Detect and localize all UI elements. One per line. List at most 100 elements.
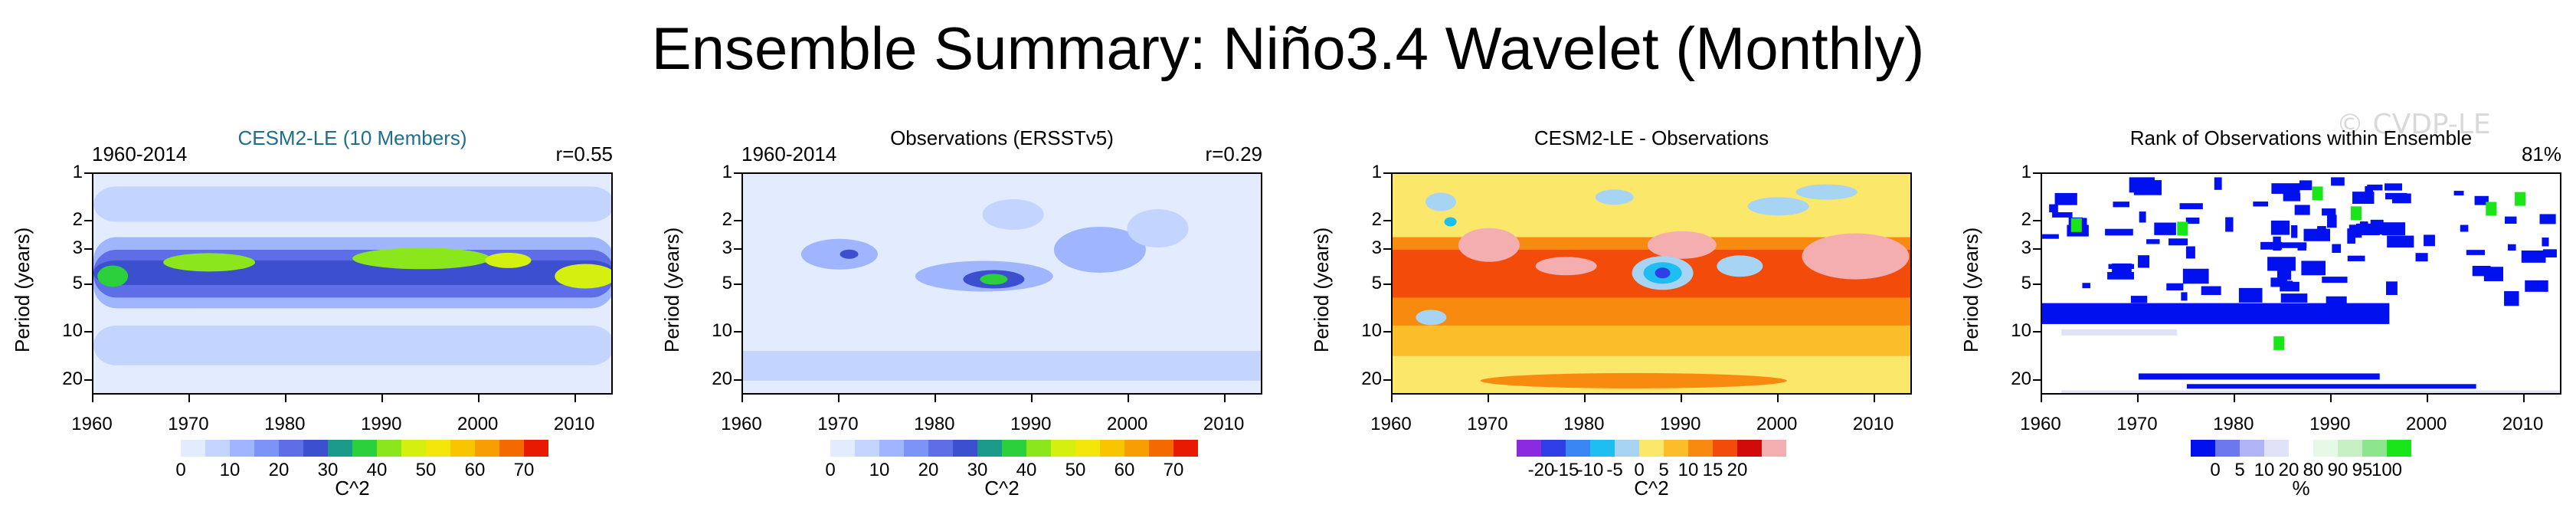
y-tick-mark [734,331,741,333]
y-tick-mark [84,172,92,174]
rank-cell [2525,280,2548,292]
x-tick-mark [284,395,286,402]
colorbar-swatch [524,440,548,457]
colorbar-label: 10 [869,460,890,480]
panel-stat-label: r=0.29 [1205,143,1262,165]
rank-cell [2154,222,2176,235]
rank-cell [2359,221,2368,228]
y-tick-label: 5 [72,273,83,293]
colorbar-label: 70 [513,460,535,480]
x-tick-mark [2041,395,2042,402]
rank-cell [2168,238,2188,246]
rank-cell [2146,239,2160,244]
colorbar-swatch [1713,440,1737,457]
rank-cell [2112,263,2132,279]
panel-title: CESM2-LE (10 Members) [237,126,467,149]
colorbar-label: -5 [1606,460,1623,480]
rank-cell [2070,218,2082,232]
rank-cell [2508,244,2516,251]
rank-cell [2486,202,2497,216]
x-tick-mark [1873,395,1875,402]
colorbar-unit: C^2 [335,477,370,500]
x-tick-label: 2000 [2406,414,2447,434]
colorbar-swatch [2191,440,2215,457]
x-tick-label: 1980 [2213,414,2254,434]
rank-cell [2505,216,2517,224]
rank-cell [2415,253,2428,262]
colorbar-label: 0 [1634,460,1645,480]
rank-cell [2521,250,2546,263]
rank-cell [2177,221,2188,236]
colorbar-swatch [1664,440,1688,457]
rank-cell [2181,292,2188,301]
colorbar-unit: C^2 [1634,477,1669,500]
rank-cell [2504,291,2519,306]
rank-cell [2139,211,2146,223]
colorbar-swatch [1541,440,1566,457]
y-tick-label: 5 [2021,273,2031,293]
power-peak [97,265,129,287]
colorbar-swatch [401,440,426,457]
colorbar-swatch [2240,440,2264,457]
y-tick-label: 20 [712,368,732,389]
rank-cell [2105,228,2133,236]
panel-title: Rank of Observations within Ensemble [2129,126,2473,149]
y-axis-label: Period (years) [1310,227,1333,352]
watermark: © CVDP-LE [2336,109,2491,140]
x-tick-label: 1990 [2309,414,2351,434]
chart-panel-2: Observations (ERSSTv5) 1960-2014 r=0.29 Per… [650,0,1293,521]
rank-cell [2294,205,2310,215]
heatmap-plot [741,172,1262,395]
x-tick-label: 1960 [721,414,762,434]
x-tick-mark [2136,395,2139,402]
y-tick-label: 20 [62,368,83,389]
x-tick-mark [92,395,93,402]
y-tick-mark [2033,378,2041,381]
difference-contour [1802,233,1910,280]
colorbar-swatch [1639,440,1664,457]
rank-cell [2466,250,2486,255]
colorbar-swatch [1051,440,1075,457]
rank-cell [2061,390,2560,393]
x-tick-mark [1223,395,1226,402]
colorbar-swatch [1762,440,1786,457]
rank-cell [2370,219,2384,235]
y-tick-label: 2 [722,209,732,231]
colorbar-swatch [855,440,879,457]
rank-cell [2483,267,2503,282]
colorbar-swatch [499,440,524,457]
x-tick-label: 1990 [1010,414,1052,434]
rank-cell [2350,206,2362,221]
colorbar-swatch [181,440,205,457]
rank-cell [2082,283,2090,289]
colorbar-swatch [352,440,377,457]
colorbar-label: 30 [967,460,988,480]
rank-cell [2113,202,2129,208]
x-tick-mark [1487,395,1489,402]
difference-contour [1647,231,1717,259]
rank-cell [2381,222,2406,236]
y-tick-label: 1 [1371,162,1382,182]
rank-cell [2225,217,2234,232]
colorbar-label: 20 [268,460,290,480]
rank-cell [2280,242,2307,248]
rank-cell [2385,192,2407,200]
rank-cell [2424,234,2435,247]
colorbar-swatch [879,440,904,457]
rank-cell [2312,186,2323,201]
x-tick-label: 2000 [1756,414,1798,434]
colorbar-swatch [254,440,279,457]
colorbar-label: 100 [2371,460,2403,480]
y-tick-label: 3 [1371,237,1382,258]
colorbar-swatch [953,440,977,457]
x-tick-label: 1990 [1660,414,1701,434]
rank-cell [2352,192,2375,205]
colorbar-label: 50 [1065,460,1086,480]
x-tick-mark [2426,395,2428,402]
colorbar-label: 0 [825,460,836,480]
rank-cell [2270,220,2290,235]
y-tick-mark [1383,220,1391,222]
x-tick-label: 2010 [2502,414,2544,434]
rank-cell [2303,228,2330,241]
y-tick-label: 2 [1371,209,1382,231]
